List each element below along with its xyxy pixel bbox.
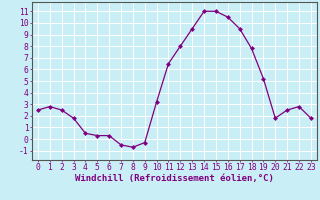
X-axis label: Windchill (Refroidissement éolien,°C): Windchill (Refroidissement éolien,°C) — [75, 174, 274, 183]
